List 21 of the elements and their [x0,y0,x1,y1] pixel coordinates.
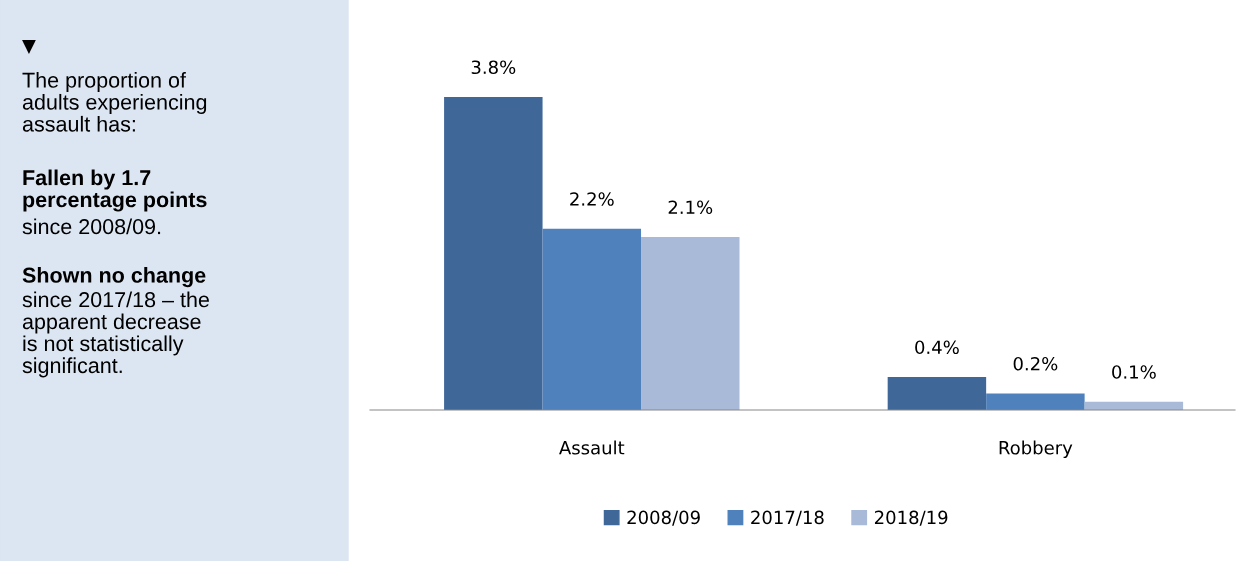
text: ▼ [22,40,36,54]
bar [641,237,740,410]
data-label: 0.4% [915,340,959,355]
x-tick-label: Assault [559,440,625,455]
data-label: 0.2% [1013,356,1058,371]
legend-label: 2017/18 [751,510,824,526]
data-label: 3.8% [471,60,516,75]
bar [444,97,543,410]
text: Shown no change [22,267,206,288]
bar [542,228,642,410]
legend-label: 2008/09 [627,510,700,526]
text: since 2008/09. [22,218,161,235]
data-label: 0.1% [1112,365,1156,379]
legend-label: 2018/19 [874,510,948,526]
bar [986,393,1085,410]
text: The proportion of adults experiencing assault has: [22,72,207,132]
bar [887,377,987,410]
x-tick-label: Robbery [999,440,1073,459]
data-label: 2.2% [570,192,614,206]
text: since 2017/18 – the apparent decrease is not statistically significant. [22,291,209,378]
data-label: 2.1% [668,200,713,215]
